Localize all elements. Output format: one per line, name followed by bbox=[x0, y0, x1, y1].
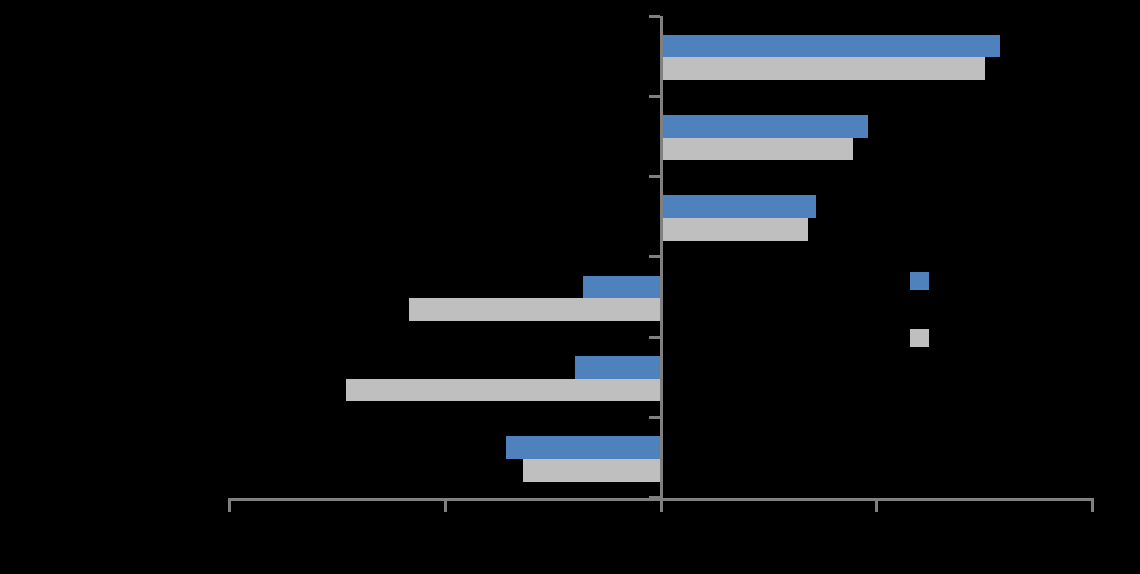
legend-swatch-blue-series bbox=[910, 272, 929, 290]
bar-gray-series-category-3 bbox=[661, 217, 808, 241]
category-axis-tick bbox=[648, 335, 660, 339]
legend-swatch-gray-series bbox=[910, 329, 929, 347]
value-axis-tick bbox=[659, 498, 663, 512]
bar-blue-series-category-3 bbox=[661, 195, 817, 218]
value-axis-tick bbox=[1091, 498, 1094, 512]
category-axis-tick bbox=[648, 416, 660, 420]
bar-gray-series-category-1 bbox=[661, 57, 985, 80]
bar-blue-series-category-1 bbox=[661, 34, 1000, 58]
category-axis-tick bbox=[648, 175, 660, 179]
bar-blue-series-category-4 bbox=[583, 275, 661, 299]
bar-gray-series-category-2 bbox=[661, 137, 854, 161]
category-axis-tick bbox=[648, 255, 660, 259]
value-axis-tick bbox=[875, 498, 879, 512]
bar-blue-series-category-5 bbox=[574, 356, 661, 379]
value-axis-tick bbox=[228, 498, 231, 512]
category-axis-tick bbox=[648, 496, 660, 500]
bar-gray-series-category-4 bbox=[408, 298, 661, 321]
bar-blue-series-category-2 bbox=[661, 115, 869, 138]
category-axis-tick bbox=[648, 14, 660, 18]
bar-gray-series-category-6 bbox=[522, 458, 661, 482]
category-axis-tick bbox=[648, 94, 660, 98]
value-axis-tick bbox=[443, 498, 447, 512]
category-axis-line bbox=[659, 16, 663, 501]
bar-gray-series-category-5 bbox=[346, 378, 661, 402]
bar-blue-series-category-6 bbox=[505, 436, 661, 459]
